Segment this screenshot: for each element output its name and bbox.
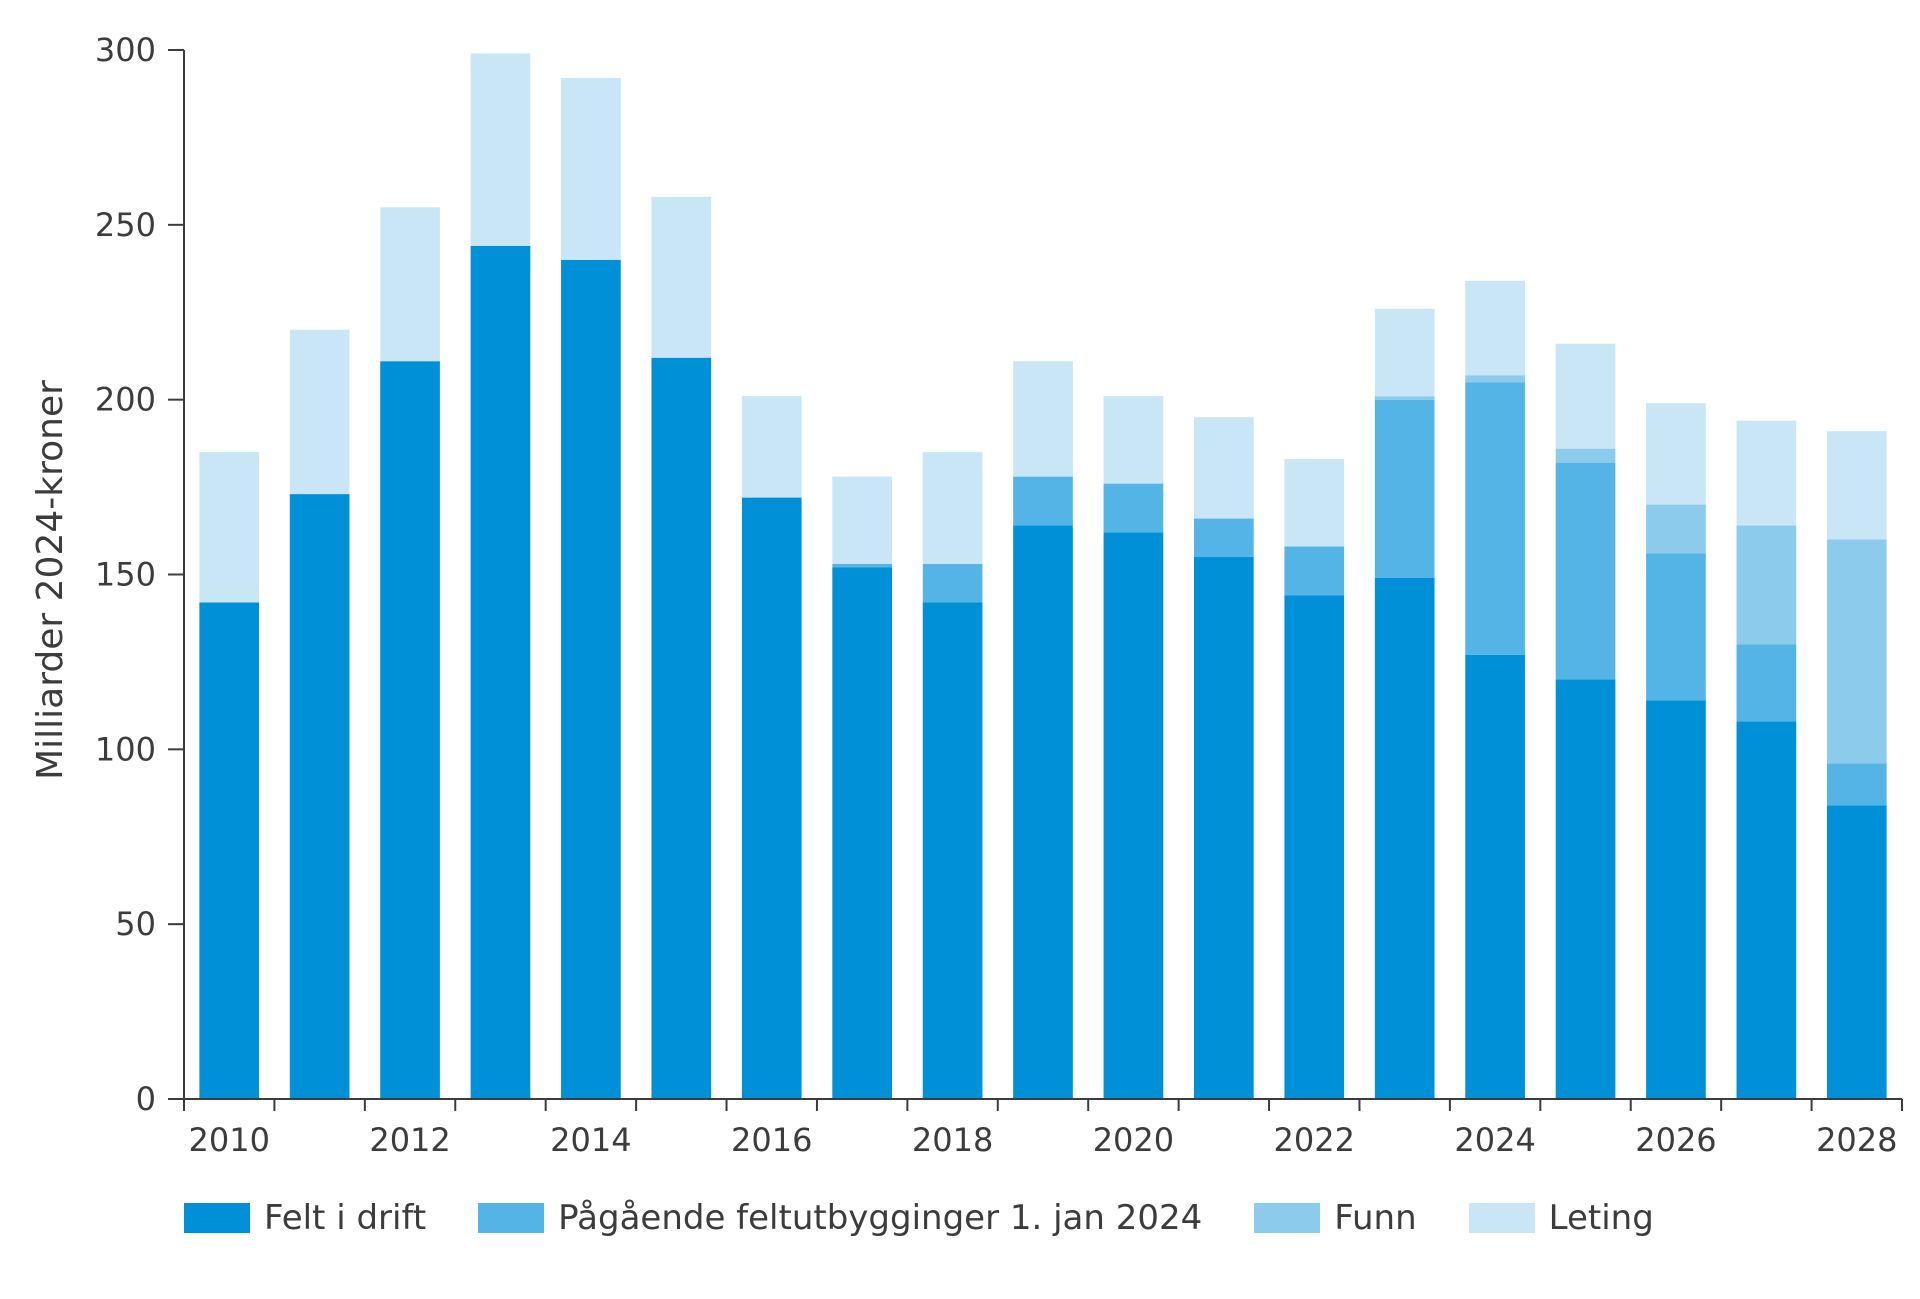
bar-2014-series-0 [561,259,621,1099]
bar-2025-series-1 [1555,462,1616,680]
x-tick-label-2014: 2014 [550,1121,631,1159]
bar-2028-series-2 [1826,539,1887,764]
y-axis-title: Milliarder 2024-kroner [30,380,71,780]
legend-item-0: Felt i drift [184,1198,426,1238]
y-tick-label-50: 50 [115,905,156,943]
legend-swatch [1468,1203,1535,1233]
y-tick-label-0: 0 [136,1080,156,1118]
legend-item-2: Funn [1254,1198,1417,1238]
x-tick-label-2026: 2026 [1635,1121,1716,1159]
bar-2026-series-3 [1646,403,1706,505]
bar-2022-series-3 [1284,459,1345,547]
bar-2019-series-1 [1013,476,1073,526]
x-tick-label-2028: 2028 [1816,1121,1897,1159]
bar-2027-series-0 [1736,721,1797,1099]
bar-2027-series-2 [1736,525,1797,645]
bar-2011-series-3 [289,329,350,495]
x-tick-label-2010: 2010 [188,1121,269,1159]
legend-swatch [184,1203,250,1233]
bar-2024-series-0 [1465,654,1525,1099]
bar-2019-series-3 [1013,361,1073,477]
bar-2020-series-0 [1103,532,1164,1099]
bar-2028-series-0 [1826,805,1887,1099]
bar-2016-series-0 [741,497,802,1099]
bar-2011-series-0 [289,494,350,1100]
bar-2025-series-0 [1555,679,1616,1099]
x-tick-label-2018: 2018 [912,1121,993,1159]
bar-2026-series-0 [1646,700,1706,1099]
legend-label: Pågående feltutbygginger 1. jan 2024 [558,1198,1203,1238]
bar-2019-series-0 [1013,525,1073,1099]
x-tick-label-2020: 2020 [1093,1121,1174,1159]
bar-2024-series-1 [1465,382,1525,655]
y-tick-label-150: 150 [95,556,156,594]
bar-2012-series-0 [380,361,440,1099]
bar-2023-series-3 [1374,308,1435,397]
x-tick-label-2024: 2024 [1454,1121,1535,1159]
bar-2010-series-0 [199,602,260,1099]
bar-2010-series-3 [199,452,260,603]
bars-group [199,53,1887,1100]
bar-2012-series-3 [380,207,440,362]
chart-plot: 0 50 100 150 200 250 300 2010 2012 2014 2016 2018 20… [30,31,1903,1159]
x-tick-label-2012: 2012 [369,1121,450,1159]
bar-2017-series-3 [832,476,892,565]
legend-item-3: Leting [1468,1198,1654,1238]
bar-2013-series-3 [470,53,531,246]
bar-2025-series-2 [1555,448,1616,463]
bar-2023-series-0 [1374,578,1435,1099]
legend-label: Funn [1334,1198,1417,1238]
bar-2024-series-3 [1465,280,1525,376]
bar-2024-series-2 [1465,375,1525,383]
bar-2028-series-3 [1826,431,1887,540]
bar-2018-series-1 [922,564,983,603]
legend: Felt i drift Pågående feltutbygginger 1. … [184,1198,1706,1238]
x-tick-label-2016: 2016 [731,1121,812,1159]
y-tick-label-200: 200 [95,381,156,419]
bar-2028-series-1 [1826,763,1887,806]
legend-label: Felt i drift [264,1198,427,1238]
bar-2015-series-3 [651,196,712,358]
y-tick-label-100: 100 [95,730,156,768]
legend-swatch [478,1203,545,1233]
y-tick-label-250: 250 [95,206,156,244]
bar-2018-series-3 [922,452,983,565]
bar-2020-series-3 [1103,396,1164,484]
bar-2026-series-2 [1646,504,1706,554]
bar-2018-series-0 [922,602,983,1099]
bar-2026-series-1 [1646,553,1706,701]
bar-2027-series-3 [1736,420,1797,526]
bar-2027-series-1 [1736,644,1797,722]
bar-2013-series-0 [470,245,531,1099]
x-tick-label-2022: 2022 [1274,1121,1355,1159]
bar-2014-series-3 [561,77,621,260]
bar-2021-series-3 [1194,417,1254,519]
bar-2021-series-0 [1194,557,1254,1099]
legend-swatch [1254,1203,1321,1233]
bar-2022-series-1 [1284,546,1345,596]
bar-2017-series-0 [832,567,892,1099]
y-tick-label-300: 300 [95,31,156,69]
bar-2017-series-1 [832,564,892,568]
bar-2015-series-0 [651,357,712,1100]
bar-2023-series-2 [1374,396,1435,400]
legend-item-1: Pågående feltutbygginger 1. jan 2024 [478,1198,1202,1238]
bar-2025-series-3 [1555,343,1616,449]
axes-group: 0 50 100 150 200 250 300 2010 2012 2014 2016 2018 20… [95,31,1903,1159]
bar-2020-series-1 [1103,483,1164,533]
legend-label: Leting [1548,1198,1654,1238]
bar-2016-series-3 [741,396,802,498]
bar-2021-series-1 [1194,518,1254,558]
bar-2023-series-1 [1374,399,1435,578]
bar-2022-series-0 [1284,595,1345,1099]
